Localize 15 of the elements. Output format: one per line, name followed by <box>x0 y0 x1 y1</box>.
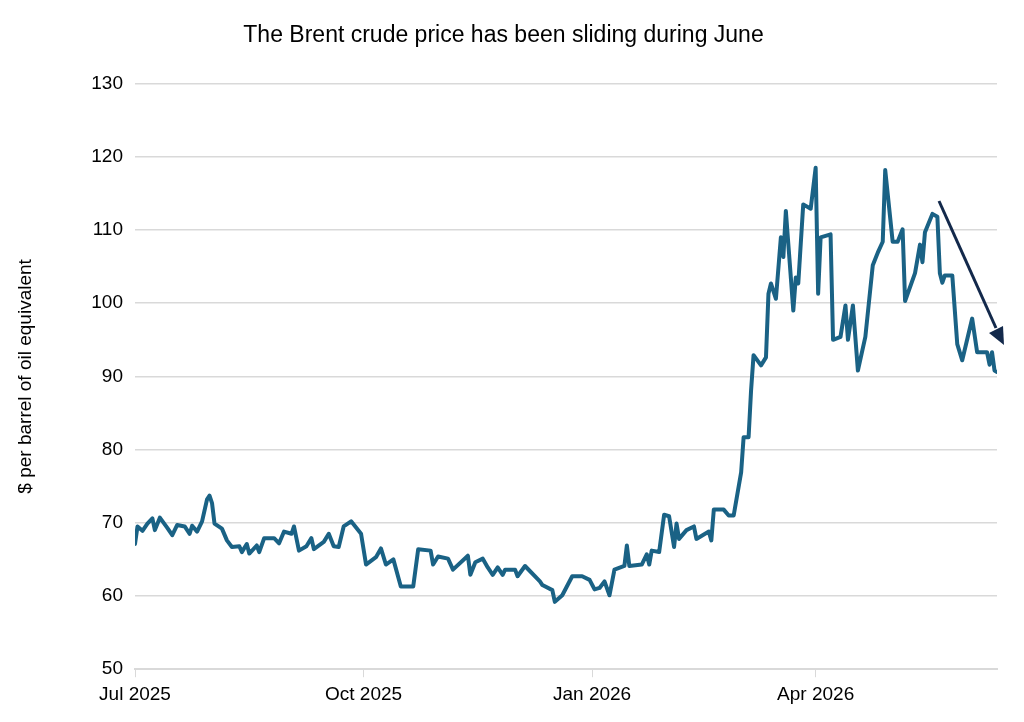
x-tick-label: Jan 2026 <box>552 682 632 704</box>
y-axis-title: $ per barrel of oil equivalent <box>13 258 35 494</box>
chart-title: The Brent crude price has been sliding during June <box>243 21 764 48</box>
y-tick-label: 130 <box>91 71 123 93</box>
y-tick-label: 90 <box>101 364 123 386</box>
y-tick-label: 70 <box>101 511 123 533</box>
y-tick-label: 60 <box>101 584 123 606</box>
y-tick-label: 100 <box>91 291 123 313</box>
x-tick-label: Oct 2025 <box>324 682 403 704</box>
x-tick-label: Jul 2025 <box>99 682 171 704</box>
x-tick-label: Apr 2026 <box>777 682 855 704</box>
y-tick-label: 80 <box>101 437 123 459</box>
y-tick-label: 110 <box>92 218 123 240</box>
y-tick-label: 120 <box>91 145 123 167</box>
y-tick-label: 50 <box>101 657 123 679</box>
